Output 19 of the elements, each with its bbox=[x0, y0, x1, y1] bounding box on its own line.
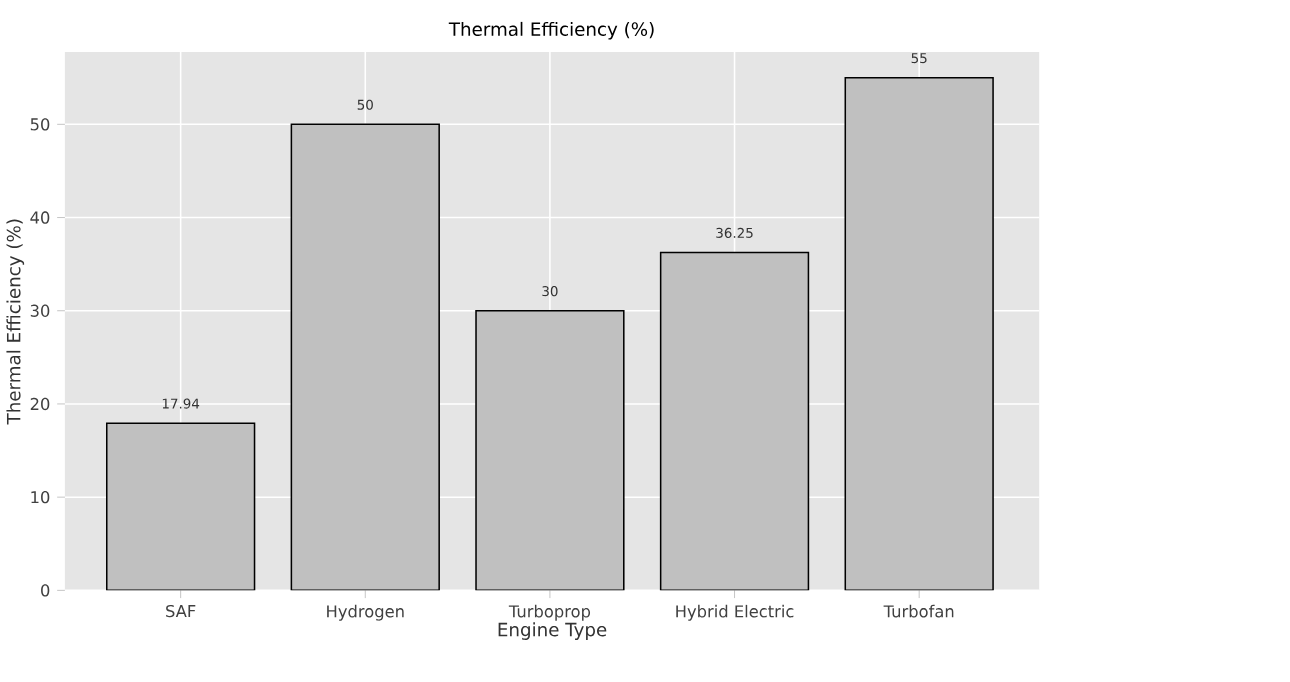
bar bbox=[476, 310, 624, 590]
x-tick-label: Hybrid Electric bbox=[676, 604, 794, 621]
y-tick-label: 50 bbox=[30, 117, 50, 131]
y-tick-label: 40 bbox=[30, 210, 50, 224]
y-tick-label: 10 bbox=[31, 490, 50, 503]
y-tick-label: 20 bbox=[30, 397, 50, 410]
bar bbox=[844, 76, 994, 590]
chart-title: Thermal Efficiency (%) bbox=[448, 21, 654, 40]
x-tick-label: Turboprop bbox=[508, 604, 591, 621]
x-tick-label: SAF bbox=[166, 604, 196, 617]
x-tick-label: Hydrogen bbox=[327, 604, 404, 621]
y-axis-title: Thermal Efficiency (%) bbox=[6, 219, 25, 424]
bar bbox=[106, 422, 255, 590]
bar bbox=[291, 123, 440, 590]
x-tick-label: Turbofan bbox=[883, 604, 954, 618]
x-axis-title: Engine Type bbox=[498, 621, 607, 640]
y-tick-label: 30 bbox=[30, 304, 50, 317]
y-tick-label: 0 bbox=[41, 583, 50, 597]
bar bbox=[660, 252, 809, 590]
